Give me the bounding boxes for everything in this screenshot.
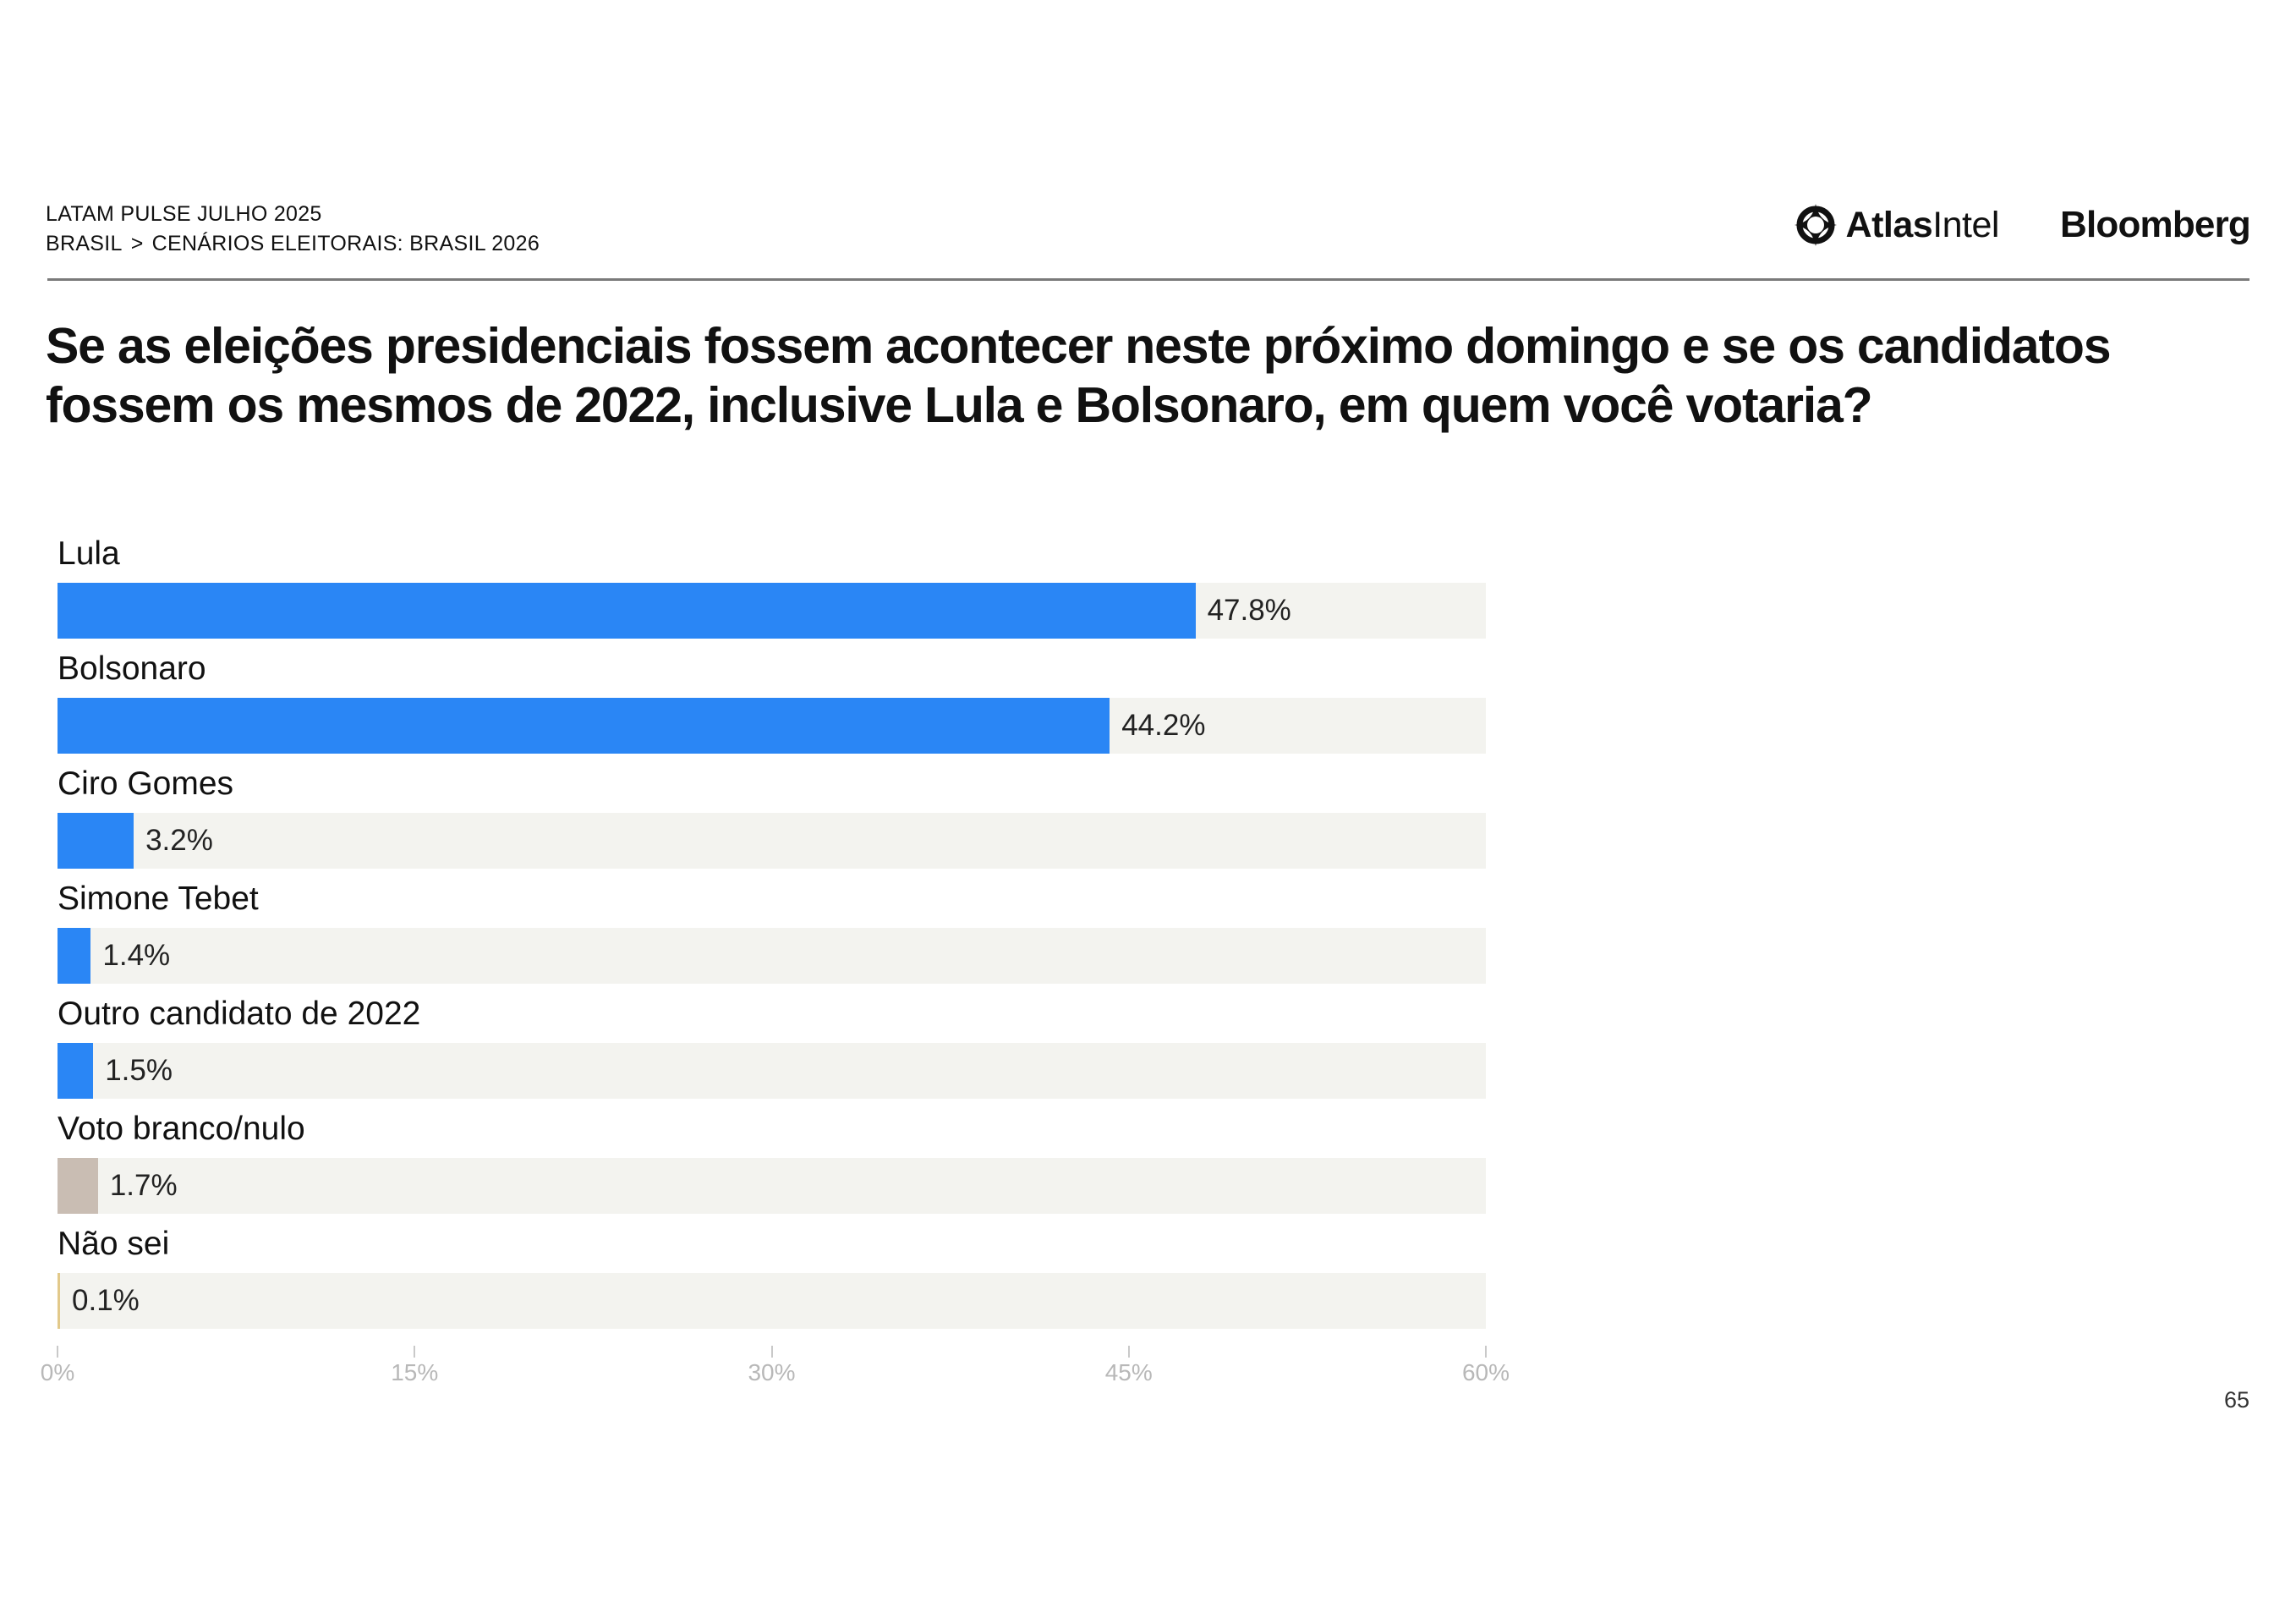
x-tick-label: 30% (748, 1359, 796, 1385)
category-label-nao-sei: Não sei (58, 1226, 170, 1262)
atlas-wordmark-bold: Atlas (1845, 204, 1933, 245)
category-label-outro-candidato-de-2022: Outro candidato de 2022 (58, 996, 421, 1032)
report-title: LATAM PULSE JULHO 2025 (46, 202, 322, 226)
atlas-wordmark-light: Intel (1932, 204, 1999, 245)
category-label-bolsonaro: Bolsonaro (58, 650, 206, 687)
atlasintel-mark-icon (1794, 204, 1837, 246)
category-label-simone-tebet: Simone Tebet (58, 881, 259, 917)
bar-voto-branco-nulo (58, 1158, 98, 1214)
report-header: LATAM PULSE JULHO 2025 BRASIL > CENÁRIOS E… (46, 200, 540, 259)
breadcrumb: BRASIL > CENÁRIOS ELEITORAIS: BRASIL 2026 (46, 229, 540, 259)
chart-title: Se as eleições presidenciais fossem acon… (46, 318, 2112, 433)
header-divider (47, 278, 2249, 281)
bar-lula (58, 583, 1196, 639)
x-tick-label: 15% (391, 1359, 439, 1385)
bar-bolsonaro (58, 698, 1110, 754)
bar-track-ciro-gomes (58, 813, 1486, 869)
category-label-lula: Lula (58, 535, 120, 572)
bar-outro-candidato-de-2022 (58, 1043, 94, 1099)
x-tick-mark (57, 1346, 58, 1358)
value-label-lula: 47.8% (1207, 594, 1291, 627)
bar-nao-sei (58, 1273, 60, 1329)
breadcrumb-section: CENÁRIOS ELEITORAIS: BRASIL 2026 (151, 232, 540, 255)
x-tick-label: 45% (1104, 1359, 1153, 1385)
bar-ciro-gomes (58, 813, 134, 869)
page-number: 65 (2223, 1387, 2249, 1413)
bar-track-outro-candidato-de-2022 (58, 1043, 1486, 1099)
x-tick-label: 0% (40, 1359, 75, 1385)
value-label-simone-tebet: 1.4% (102, 939, 171, 972)
partner-logos: AtlasIntel Bloomberg (1792, 201, 2251, 249)
x-tick-mark (1485, 1346, 1487, 1358)
value-label-ciro-gomes: 3.2% (145, 824, 213, 857)
bar-track-voto-branco-nulo (58, 1158, 1486, 1214)
breadcrumb-root: BRASIL (46, 232, 123, 255)
category-label-voto-branco-nulo: Voto branco/nulo (58, 1111, 305, 1147)
category-label-ciro-gomes: Ciro Gomes (58, 765, 234, 802)
breadcrumb-separator: > (130, 232, 144, 255)
bloomberg-logo: Bloomberg (2059, 204, 2251, 245)
value-label-bolsonaro: 44.2% (1121, 709, 1206, 742)
x-tick-mark (1127, 1346, 1130, 1358)
value-label-outro-candidato-de-2022: 1.5% (105, 1054, 173, 1087)
bar-simone-tebet (58, 928, 91, 984)
bar-track-nao-sei (58, 1273, 1486, 1329)
value-label-voto-branco-nulo: 1.7% (109, 1169, 178, 1202)
bar-track-simone-tebet (58, 928, 1486, 984)
value-label-nao-sei: 0.1% (72, 1284, 140, 1317)
x-tick-mark (414, 1346, 416, 1358)
x-tick-mark (770, 1346, 773, 1358)
atlasintel-logo: AtlasIntel (1792, 201, 1999, 249)
x-tick-label: 60% (1461, 1359, 1510, 1385)
